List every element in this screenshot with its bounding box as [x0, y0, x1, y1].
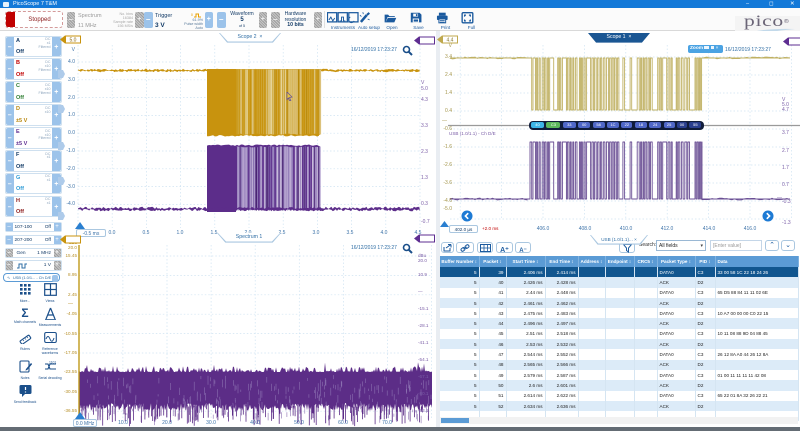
svg-text:1101: 1101 [49, 361, 56, 365]
svg-text:5.0: 5.0 [70, 37, 77, 43]
svg-text:4.4: 4.4 [447, 37, 454, 43]
